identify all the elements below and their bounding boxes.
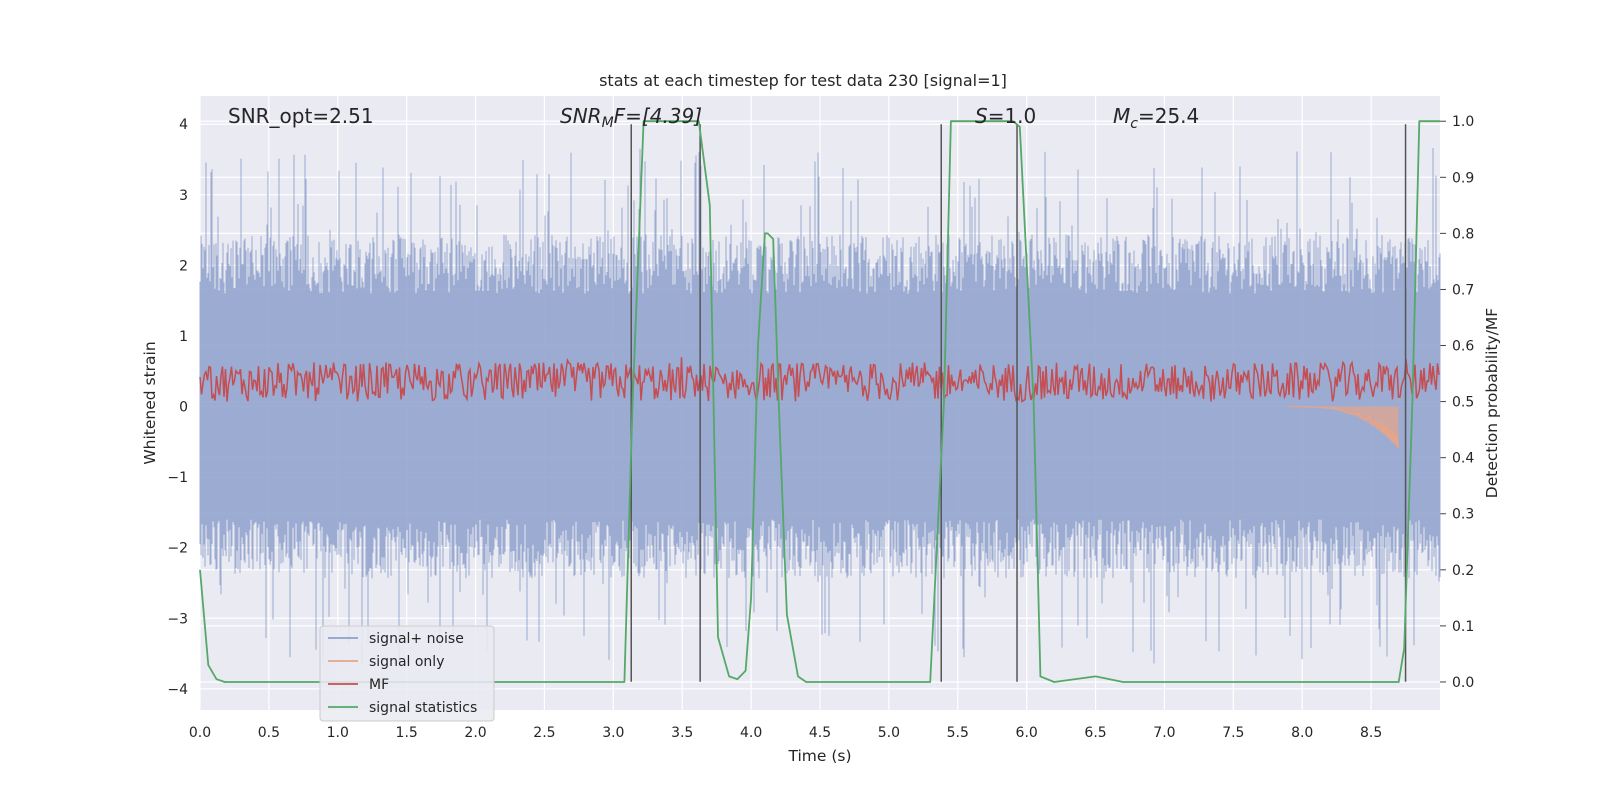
legend-box <box>319 625 495 722</box>
mf-series <box>199 357 1440 403</box>
x-tick-label: 7.5 <box>1222 725 1244 741</box>
y-tick-label-left: 4 <box>179 117 188 133</box>
x-tick-label: 4.0 <box>740 725 762 741</box>
x-tick-label: 0.5 <box>258 725 280 741</box>
y-tick-labels-right: 0.0 0.1 0.2 0.3 0.4 0.5 0.6 0.7 0.8 0.9 1.0 <box>1452 114 1474 691</box>
x-tick-labels: 0.0 0.5 1.0 1.5 2.0 2.5 3.0 3.5 4.0 4.5 5.0 5.5 6.0 6… <box>189 725 1382 741</box>
x-tick-label: 1.5 <box>396 725 418 741</box>
y-tick-label-left: −1 <box>167 470 188 486</box>
annotation-s: S=1.0 <box>975 104 1036 128</box>
x-tick-label: 2.5 <box>533 725 555 741</box>
y-tick-label-right: 0.7 <box>1452 282 1474 298</box>
y-tick-label-left: −4 <box>167 682 188 698</box>
legend: signal+ noise signal only MF signal stat… <box>319 625 495 722</box>
y-tick-label-right: 0.1 <box>1452 619 1474 635</box>
mf-line <box>199 357 1440 403</box>
y-tick-label-right: 0.2 <box>1452 563 1474 579</box>
y-tick-label-left: −3 <box>167 611 188 627</box>
x-tick-label: 8.0 <box>1291 725 1313 741</box>
x-tick-label: 7.0 <box>1153 725 1175 741</box>
y-tick-label-left: 0 <box>179 400 188 416</box>
x-tick-label: 5.5 <box>947 725 969 741</box>
x-tick-label: 3.0 <box>602 725 624 741</box>
y-tick-label-right: 0.5 <box>1452 395 1474 411</box>
signal-statistics-line <box>199 120 1440 683</box>
signal-statistics-series <box>199 120 1440 683</box>
x-tick-label: 8.5 <box>1360 725 1382 741</box>
y-tick-label-left: 2 <box>179 258 188 274</box>
y-tick-label-right: 0.8 <box>1452 226 1474 242</box>
y-tick-label-right: 0.9 <box>1452 170 1474 186</box>
signal-only-fill <box>1301 406 1399 449</box>
legend-label-signal-only: signal only <box>369 654 444 670</box>
x-tick-label: 5.0 <box>878 725 900 741</box>
y-tick-label-left: 1 <box>179 329 188 345</box>
x-tick-label: 6.5 <box>1084 725 1106 741</box>
annotation-snr-mf: SNRMF=[4.39] <box>560 104 702 131</box>
x-tick-label: 4.5 <box>809 725 831 741</box>
y-axis-label-right: Detection probability/MF <box>1483 308 1501 499</box>
x-tick-label: 0.0 <box>189 725 211 741</box>
annotation-mc: Mc=25.4 <box>1113 104 1199 132</box>
y-tick-label-right: 0.3 <box>1452 507 1474 523</box>
annotation-snr-opt: SNR_opt=2.51 <box>228 104 374 128</box>
y-tick-label-left: −2 <box>167 541 188 557</box>
y-tick-label-left: 3 <box>179 188 188 204</box>
legend-label-noise: signal+ noise <box>369 631 464 647</box>
y-axis-label-left: Whitened strain <box>141 341 159 464</box>
y-tick-label-right: 1.0 <box>1452 114 1474 130</box>
chart-title: stats at each timestep for test data 230… <box>599 71 1007 90</box>
legend-label-signal-statistics: signal statistics <box>369 700 477 716</box>
y-tick-label-right: 0.4 <box>1452 451 1474 467</box>
x-tick-label: 1.0 <box>327 725 349 741</box>
x-tick-label: 6.0 <box>1016 725 1038 741</box>
legend-label-mf: MF <box>369 677 389 693</box>
y-tick-label-right: 0.0 <box>1452 675 1474 691</box>
y-tick-label-right: 0.6 <box>1452 339 1474 355</box>
x-axis-label: Time (s) <box>787 747 851 765</box>
x-tick-label: 2.0 <box>464 725 486 741</box>
y-tick-labels-left: −4 −3 −2 −1 0 1 2 3 4 <box>167 117 188 698</box>
x-tick-label: 3.5 <box>671 725 693 741</box>
signal-only-series <box>1288 405 1400 449</box>
